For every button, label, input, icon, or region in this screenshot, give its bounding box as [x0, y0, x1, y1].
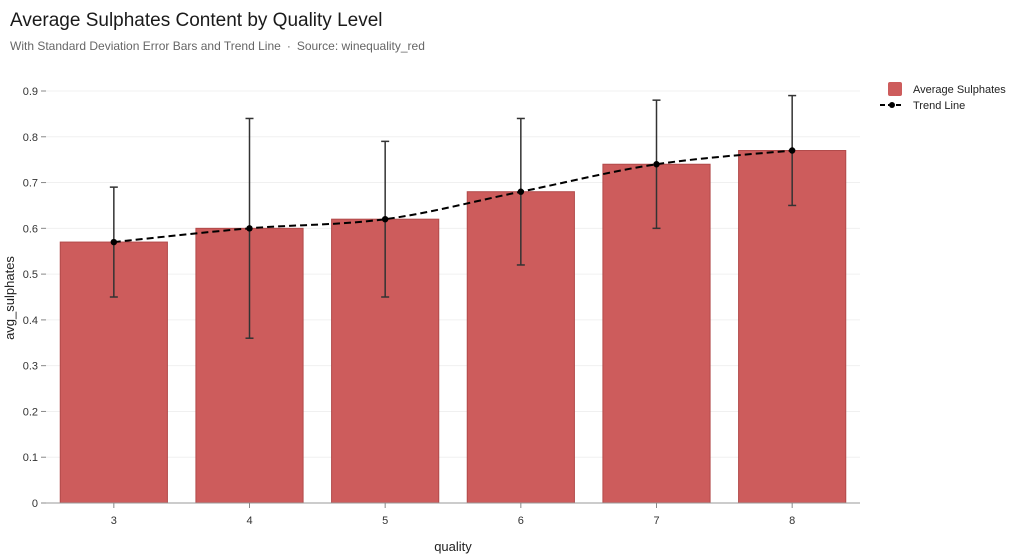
y-tick-label: 0.6: [23, 223, 38, 235]
x-tick-label: 6: [518, 515, 524, 527]
axes: 0 0.1 0.2 0.3 0.4 0.5 0.6 0.7 0.8 0.9 3 4 5 6 7 8: [23, 86, 860, 527]
y-tick-label: 0.3: [23, 361, 38, 373]
y-axis-title: avg_sulphates: [2, 256, 17, 340]
subtitle-separator: ·: [286, 39, 291, 53]
trend-point: [517, 188, 525, 195]
trend-point: [381, 215, 389, 223]
legend: Average Sulphates Trend Line: [880, 82, 1006, 112]
y-tick-label: 0.1: [23, 452, 38, 464]
trend-line-path: [113, 149, 793, 244]
legend-swatch-average-sulphates: [888, 82, 902, 96]
trend-point: [110, 238, 118, 246]
trend-point: [788, 147, 796, 154]
x-axis-title: quality: [434, 539, 472, 554]
bar: [738, 150, 847, 504]
bars: [59, 150, 847, 504]
subtitle-text: With Standard Deviation Error Bars and T…: [10, 39, 281, 53]
x-tick-label: 8: [789, 515, 795, 527]
y-tick-label: 0.9: [23, 86, 38, 98]
x-tick-label: 5: [382, 515, 388, 527]
y-tick-label: 0: [32, 498, 38, 510]
source-text: Source: winequality_red: [296, 39, 425, 53]
x-tick-label: 4: [246, 515, 252, 527]
trend-point: [246, 225, 253, 232]
trend-point: [653, 161, 660, 168]
legend-marker-trend: [889, 102, 895, 108]
legend-label-average-sulphates: Average Sulphates: [913, 84, 1006, 96]
x-tick-label: 7: [653, 515, 659, 527]
y-tick-label: 0.2: [23, 406, 38, 418]
chart-title: Average Sulphates Content by Quality Lev…: [10, 10, 383, 31]
grid-lines: [46, 90, 860, 504]
chart-subtitle: With Standard Deviation Error Bars and T…: [10, 39, 425, 53]
trend-line: [110, 147, 796, 246]
legend-label-trend-line: Trend Line: [913, 100, 965, 112]
y-tick-label: 0.8: [23, 132, 38, 144]
y-tick-label: 0.7: [23, 178, 38, 190]
y-tick-label: 0.4: [23, 315, 38, 327]
x-tick-label: 3: [111, 515, 117, 527]
y-tick-label: 0.5: [23, 269, 38, 281]
